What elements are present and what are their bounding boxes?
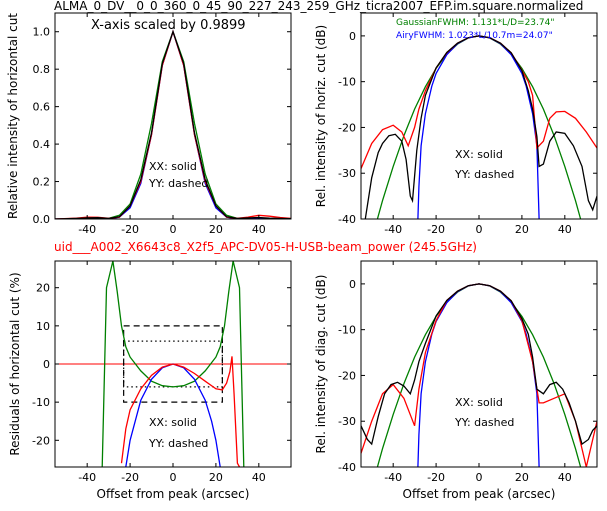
series-line-gaussian xyxy=(101,261,245,467)
annotation-text: YY: dashed xyxy=(454,168,514,181)
annotation-text: XX: solid xyxy=(455,148,503,161)
x-tick-label: 0 xyxy=(476,223,483,236)
x-tick-label: 40 xyxy=(252,471,266,484)
y-axis-label: Rel. intensity of diag. cut (dB) xyxy=(314,275,328,454)
y-tick-label: 10 xyxy=(36,320,50,333)
y-axis-label: Residuals of horizontal cut (%) xyxy=(8,272,22,455)
figure-title: ALMA_0_DV__0_0_360_0_45_90_227_243_259_G… xyxy=(54,0,583,13)
y-tick-label: -10 xyxy=(338,324,356,337)
annotation-text: YY: dashed xyxy=(148,177,208,190)
x-axis-label: Offset from peak (arcsec) xyxy=(403,487,556,501)
series-line-yy xyxy=(361,283,597,446)
y-tick-label: 0.6 xyxy=(33,101,51,114)
y-tick-label: -30 xyxy=(338,415,356,428)
x-tick-label: 20 xyxy=(515,223,529,236)
series-line-xx xyxy=(361,283,597,467)
y-tick-label: -20 xyxy=(338,121,356,134)
series-line-airy xyxy=(417,35,540,219)
x-tick-label: -40 xyxy=(78,471,96,484)
panels-group: -40 -20 0 20 40 0.0 0.2 0.4 0.6 0.8 1.0 Relative in… xyxy=(6,12,598,501)
x-tick-label: -20 xyxy=(427,471,445,484)
y-tick-label: -40 xyxy=(338,213,356,226)
x-tick-label: 0 xyxy=(476,471,483,484)
y-tick-label: 0 xyxy=(43,358,50,371)
x-tick-label: -20 xyxy=(121,471,139,484)
x-tick-label: -40 xyxy=(78,223,96,236)
x-tick-label: 40 xyxy=(252,223,266,236)
y-tick-label: -10 xyxy=(32,396,50,409)
chart-panel-bottom-left: -40 -20 0 20 40 20 10 0 -10 -20 Offset from peak (… xyxy=(8,260,292,501)
x-tick-label: 20 xyxy=(209,223,223,236)
series-line-airy xyxy=(417,283,540,467)
legend-entry-gaussian: GaussianFWHM: 1.131*L/D=23.74" xyxy=(396,18,554,28)
y-tick-label: 0.2 xyxy=(33,176,51,189)
series-line-yy xyxy=(364,35,597,219)
x-tick-label: 40 xyxy=(558,471,572,484)
y-tick-label: -40 xyxy=(338,461,356,474)
y-tick-label: 20 xyxy=(36,282,50,295)
x-tick-label: 20 xyxy=(209,471,223,484)
x-tick-label: -40 xyxy=(384,471,402,484)
annotation-text: XX: solid xyxy=(149,416,197,429)
annotation-text: YY: dashed xyxy=(148,437,208,450)
y-tick-label: 0 xyxy=(349,30,356,43)
y-axis-label: Rel. intensity of horiz. cut (dB) xyxy=(314,25,328,207)
y-tick-label: 1.0 xyxy=(33,26,51,39)
annotation-text: YY: dashed xyxy=(454,416,514,429)
annotation-text: XX: solid xyxy=(149,160,197,173)
y-tick-label: -20 xyxy=(338,369,356,382)
x-tick-label: -20 xyxy=(427,223,445,236)
series-line-yy xyxy=(55,29,291,219)
x-tick-label: 0 xyxy=(170,223,177,236)
axes-frame xyxy=(360,12,598,220)
x-tick-label: -20 xyxy=(121,223,139,236)
annotation-text: X-axis scaled by 0.9899 xyxy=(91,18,246,33)
y-tick-label: 0.8 xyxy=(33,63,51,76)
series-line-airy xyxy=(55,29,291,219)
chart-panel-top-right: -40 -20 0 20 40 0 -10 -20 -30 -40 Rel. intensity o… xyxy=(314,12,598,236)
x-tick-label: -40 xyxy=(384,223,402,236)
y-tick-label: 0.0 xyxy=(33,213,51,226)
x-axis-label: Offset from peak (arcsec) xyxy=(97,487,250,501)
x-tick-label: 40 xyxy=(558,223,572,236)
y-axis-label: Relative intensity of horizontal cut xyxy=(6,13,20,219)
y-tick-label: -10 xyxy=(338,76,356,89)
y-tick-label: -30 xyxy=(338,167,356,180)
axes-frame xyxy=(360,260,598,468)
x-tick-label: 20 xyxy=(515,471,529,484)
y-tick-label: -20 xyxy=(32,434,50,447)
series-line-xx xyxy=(120,356,241,467)
figure-subtitle: uid___A002_X6643c8_X2f5_APC-DV05-H-USB-b… xyxy=(54,240,477,254)
y-tick-label: 0 xyxy=(349,278,356,291)
series-line-xx xyxy=(55,29,291,219)
annotation-text: XX: solid xyxy=(455,396,503,409)
y-tick-label: 0.4 xyxy=(33,138,51,151)
chart-panel-top-left: -40 -20 0 20 40 0.0 0.2 0.4 0.6 0.8 1.0 Relative in… xyxy=(6,12,292,236)
legend-entry-airy: AiryFWHM: 1.023*L/10.7m=24.07" xyxy=(396,31,553,41)
x-tick-label: 0 xyxy=(170,471,177,484)
series-line-gaussian xyxy=(55,29,291,219)
